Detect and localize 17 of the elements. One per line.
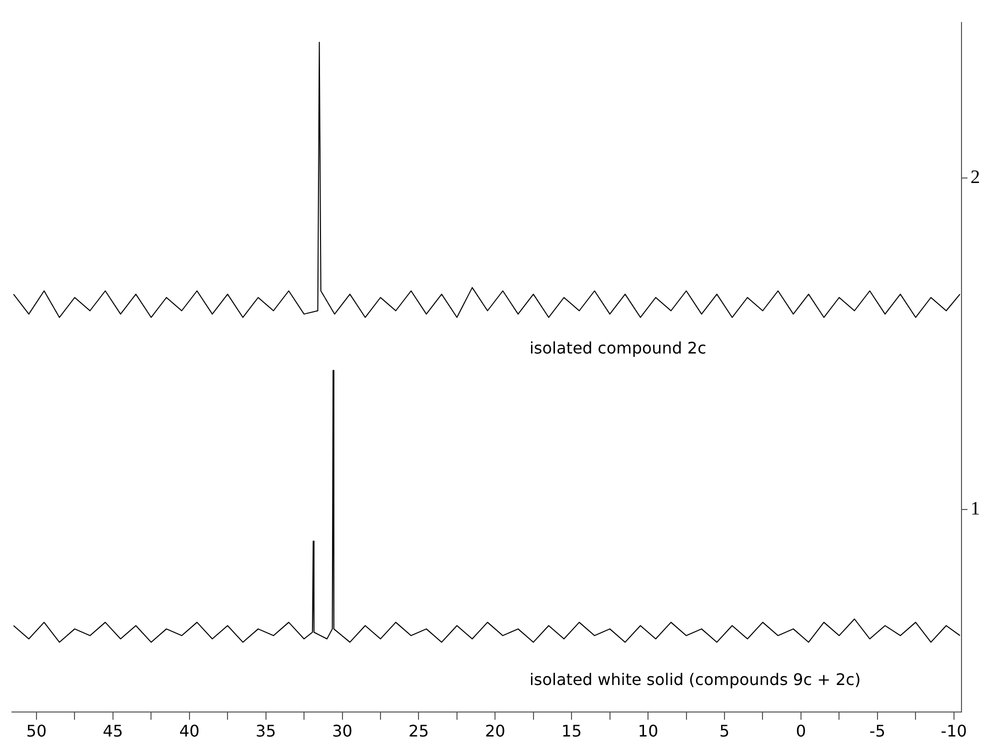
x-tick-label: -5 [869, 722, 886, 741]
x-tick-label: 0 [796, 722, 806, 741]
x-tick-label: 15 [561, 722, 582, 741]
x-tick-label: 20 [484, 722, 506, 741]
y-tick-label: 1 [970, 498, 980, 520]
series-label: isolated compound 2c [529, 338, 706, 358]
x-tick-label: 50 [26, 722, 47, 741]
x-tick-label: 45 [102, 722, 124, 741]
x-tick-label: 30 [332, 722, 352, 741]
x-tick-label: 40 [179, 722, 200, 741]
y-tick-label: 2 [970, 167, 980, 188]
series-label: isolated white solid (compounds 9c + 2c) [529, 670, 861, 689]
x-tick-label: 5 [719, 722, 730, 741]
x-tick-label: 25 [408, 722, 429, 741]
x-tick-label: 10 [638, 722, 658, 741]
x-tick-label: 35 [256, 722, 276, 741]
x-tick-label: -10 [940, 722, 967, 741]
